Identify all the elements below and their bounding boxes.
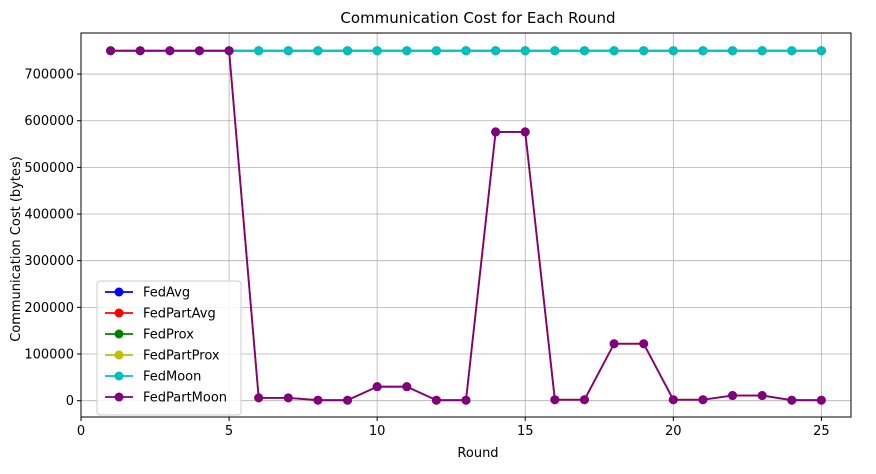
data-point — [254, 393, 264, 403]
data-point — [461, 395, 471, 405]
data-point — [609, 46, 619, 56]
y-tick-label: 600000 — [24, 114, 74, 129]
chart-title: Communication Cost for Each Round — [340, 9, 615, 27]
data-point — [254, 46, 264, 56]
data-point — [668, 395, 678, 405]
y-tick-label: 400000 — [24, 208, 74, 223]
data-point — [106, 46, 116, 56]
data-point — [283, 46, 293, 56]
ticks: 0 5 10 15 20 25 0 100000 200000 300000 400000 50000… — [24, 68, 829, 439]
legend-item: FedPartMoon — [105, 391, 227, 406]
legend-item: FedPartProx — [105, 349, 220, 364]
data-point — [520, 46, 530, 56]
legend-label: FedProx — [143, 328, 194, 343]
data-point — [491, 46, 501, 56]
data-point — [757, 46, 767, 56]
legend-label: FedAvg — [143, 286, 190, 301]
legend-label: FedPartProx — [143, 349, 220, 364]
y-tick-label: 0 — [66, 394, 74, 409]
data-point — [343, 395, 353, 405]
y-tick-label: 700000 — [24, 68, 74, 83]
legend-item: FedMoon — [105, 370, 201, 385]
legend-swatch-marker — [114, 392, 124, 402]
data-point — [639, 46, 649, 56]
x-tick-label: 15 — [517, 424, 534, 439]
data-point — [579, 46, 589, 56]
data-point — [431, 395, 441, 405]
legend-box — [96, 280, 242, 416]
data-point — [224, 46, 234, 56]
data-point — [609, 339, 619, 349]
data-point — [402, 46, 412, 56]
data-point — [461, 46, 471, 56]
data-point — [343, 46, 353, 56]
x-tick-label: 25 — [813, 424, 830, 439]
series-fedpartmoon — [106, 46, 826, 405]
data-point — [165, 46, 175, 56]
data-point — [787, 46, 797, 56]
series-layer — [106, 46, 826, 405]
data-point — [402, 382, 412, 392]
x-axis-label: Round — [457, 446, 498, 461]
data-point — [639, 339, 649, 349]
y-tick-label: 200000 — [24, 301, 74, 316]
legend-label: FedMoon — [143, 370, 201, 385]
data-point — [698, 46, 708, 56]
data-point — [135, 46, 145, 56]
data-point — [431, 46, 441, 56]
data-point — [579, 395, 589, 405]
data-point — [698, 395, 708, 405]
y-tick-label: 500000 — [24, 161, 74, 176]
data-point — [520, 127, 530, 137]
data-point — [728, 391, 738, 401]
legend: FedAvg FedPartAvg FedProx FedPartProx FedMoo… — [96, 280, 242, 416]
data-point — [491, 127, 501, 137]
data-point — [728, 46, 738, 56]
plot-frame — [80, 32, 852, 418]
x-tick-label: 20 — [665, 424, 682, 439]
data-point — [816, 46, 826, 56]
data-point — [668, 46, 678, 56]
data-point — [816, 395, 826, 405]
data-point — [757, 391, 767, 401]
legend-swatch-marker — [114, 350, 124, 360]
y-tick-label: 300000 — [24, 254, 74, 269]
legend-swatch-marker — [114, 287, 124, 297]
data-point — [372, 382, 382, 392]
legend-item: FedAvg — [105, 286, 190, 301]
legend-label: FedPartMoon — [143, 391, 227, 406]
legend-swatch-marker — [114, 329, 124, 339]
legend-label: FedPartAvg — [143, 307, 216, 322]
data-point — [550, 46, 560, 56]
data-point — [313, 46, 323, 56]
data-point — [550, 395, 560, 405]
data-point — [372, 46, 382, 56]
y-tick-label: 100000 — [24, 348, 74, 363]
x-tick-label: 5 — [225, 424, 233, 439]
data-point — [787, 395, 797, 405]
grid — [80, 33, 851, 417]
y-axis-label: Communication Cost (bytes) — [9, 156, 24, 342]
legend-swatch-marker — [114, 308, 124, 318]
legend-item: FedPartAvg — [105, 307, 216, 322]
legend-item: FedProx — [105, 328, 194, 343]
x-tick-label: 0 — [77, 424, 85, 439]
data-point — [283, 393, 293, 403]
data-point — [194, 46, 204, 56]
data-point — [313, 395, 323, 405]
legend-swatch-marker — [114, 371, 124, 381]
x-tick-label: 10 — [369, 424, 386, 439]
